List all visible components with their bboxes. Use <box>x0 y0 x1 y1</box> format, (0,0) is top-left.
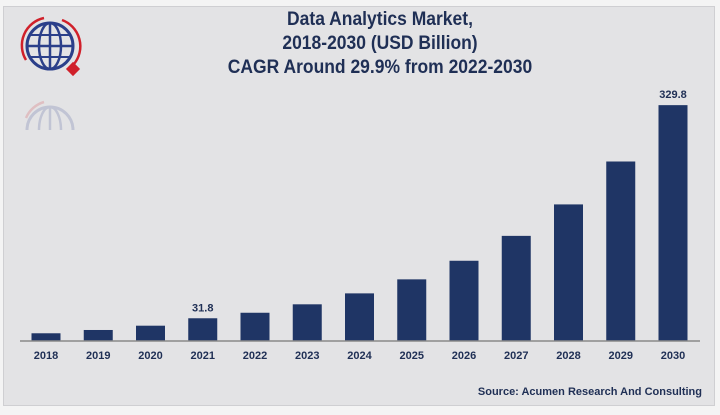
bar-2028 <box>554 204 583 341</box>
x-tick-label: 2030 <box>661 350 685 362</box>
x-tick-label: 2022 <box>243 350 267 362</box>
bar-2023 <box>292 304 322 341</box>
bar-2020 <box>136 325 165 341</box>
title-line-1: Data Analytics Market, <box>287 9 473 30</box>
bar-2027 <box>501 235 531 341</box>
x-tick-label: 2028 <box>556 350 580 362</box>
chart-title: Data Analytics Market, 2018-2030 (USD Bi… <box>150 8 610 80</box>
x-tick-label: 2019 <box>86 350 110 362</box>
bar-2030 <box>658 105 688 341</box>
x-tick-label: 2024 <box>347 350 372 362</box>
globe-logo-icon <box>20 16 82 131</box>
x-tick-label: 2029 <box>609 350 633 362</box>
data-label-2021: 31.8 <box>192 302 213 314</box>
bar-2029 <box>606 161 636 341</box>
title-line-2: 2018-2030 (USD Billion) <box>282 33 478 54</box>
bar-2026 <box>449 260 479 341</box>
x-tick-label: 2025 <box>400 350 424 362</box>
data-label-2030: 329.8 <box>659 89 687 101</box>
x-tick-label: 2021 <box>191 350 215 362</box>
bar-2025 <box>397 279 427 341</box>
bar-2018 <box>31 333 61 341</box>
x-tick-label: 2026 <box>452 350 476 362</box>
x-tick-label: 2027 <box>504 350 528 362</box>
bar-2019 <box>83 329 113 341</box>
bar-2024 <box>345 293 374 341</box>
title-line-3: CAGR Around 29.9% from 2022-2030 <box>227 57 533 78</box>
x-tick-label: 2023 <box>295 350 319 362</box>
bar-2022 <box>240 312 270 341</box>
bar-2021 <box>188 318 218 341</box>
x-tick-label: 2018 <box>34 350 58 362</box>
x-tick-label: 2020 <box>138 350 162 362</box>
source-note: Source: Acumen Research And Consulting <box>477 386 702 398</box>
